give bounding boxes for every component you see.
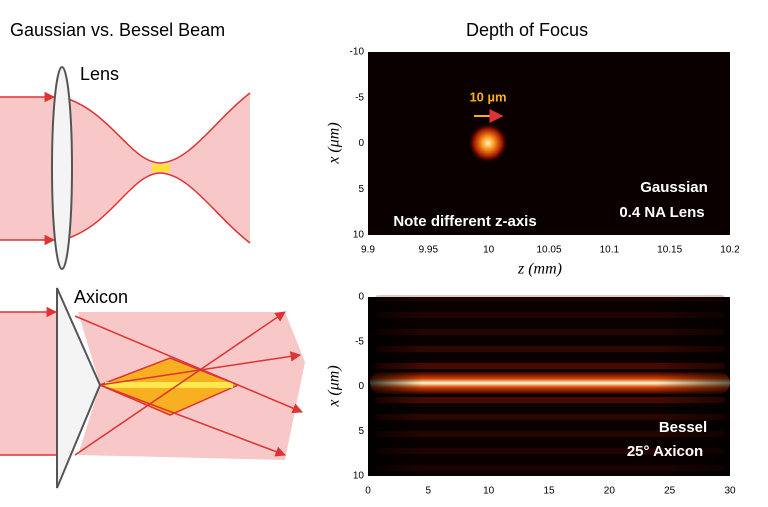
x-tick-label: 10.05 <box>536 245 561 256</box>
y-tick-label: -5 <box>355 336 364 347</box>
x-tick-label: 10.2 <box>720 245 740 256</box>
x-tick-label: 10.1 <box>600 245 620 256</box>
plot-name: Gaussian <box>640 179 708 196</box>
plot-detail: 25° Axicon <box>627 443 703 460</box>
axicon-diagram: Axicon <box>0 287 305 489</box>
x-tick-label: 25 <box>664 486 676 497</box>
x-tick-label: 0 <box>365 486 371 497</box>
plot-name: Bessel <box>659 419 707 436</box>
x-tick-label: 10 <box>483 486 495 497</box>
axicon-label: Axicon <box>74 287 128 307</box>
x-tick-label: 9.9 <box>361 245 375 256</box>
y-tick-label: 0 <box>358 138 364 149</box>
note: Note different z-axis <box>393 213 536 230</box>
y-tick-label: -10 <box>350 47 365 58</box>
y-tick-label: 5 <box>358 184 364 195</box>
y-axis-label: x (μm) <box>326 122 343 164</box>
y-tick-label: 5 <box>358 426 364 437</box>
y-tick-label: -5 <box>355 92 364 103</box>
x-tick-label: 15 <box>543 486 555 497</box>
y-tick-label: 0 <box>358 381 364 392</box>
y-tick-label: 0 <box>358 292 364 303</box>
scale-label: 10 µm <box>469 89 506 104</box>
y-axis-label: x (μm) <box>326 365 343 407</box>
x-tick-label: 30 <box>724 486 736 497</box>
x-tick-label: 20 <box>604 486 616 497</box>
x-tick-label: 10 <box>483 245 495 256</box>
x-tick-label: 5 <box>426 486 432 497</box>
x-tick-label: 10.15 <box>657 245 682 256</box>
x-tick-label: 9.95 <box>419 245 439 256</box>
y-tick-label: 10 <box>353 471 365 482</box>
right-title: Depth of Focus <box>466 20 588 40</box>
x-axis-label: z (mm) <box>517 261 562 278</box>
lens-label: Lens <box>80 64 119 84</box>
y-tick-label: 10 <box>353 230 365 241</box>
gaussian-plot: 10 µm Note different z-axis Gaussian 0.4… <box>326 47 740 278</box>
plot-detail: 0.4 NA Lens <box>619 204 704 221</box>
lens-diagram: Lens <box>0 64 251 270</box>
left-title: Gaussian vs. Bessel Beam <box>10 20 225 40</box>
